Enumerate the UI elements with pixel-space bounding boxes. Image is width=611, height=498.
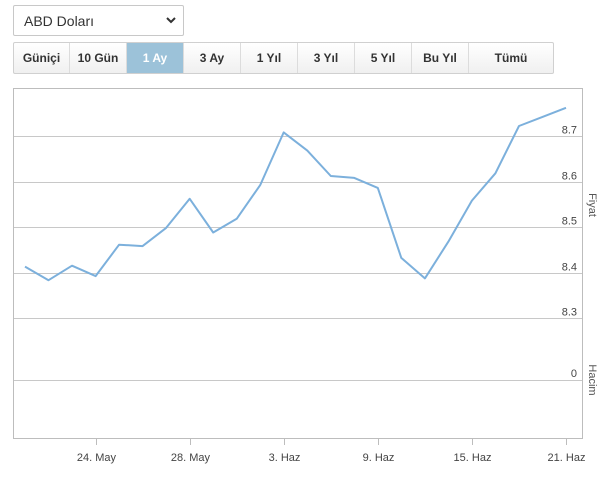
price-point — [70, 264, 74, 268]
price-point — [211, 231, 215, 235]
x-tick-label: 24. May — [77, 452, 117, 464]
price-point — [94, 274, 98, 278]
price-point — [258, 183, 262, 187]
price-point — [188, 197, 192, 201]
x-tick-label: 21. Haz — [548, 452, 586, 464]
x-axis-ticks: 24. May 28. May 3. Haz 9. Haz 15. Haz 21. Haz — [77, 439, 586, 464]
x-tick-label: 28. May — [171, 452, 211, 464]
y-tick-label: 8.3 — [562, 307, 577, 319]
tab-1-yil[interactable]: 1 Yıl — [241, 43, 298, 73]
price-series-line — [24, 106, 567, 282]
price-point — [282, 130, 286, 134]
y-axis-title: Fiyat — [586, 193, 598, 217]
price-point — [517, 124, 521, 128]
y-tick-label: 8.6 — [562, 171, 577, 183]
range-tabs: Güniçi 10 Gün 1 Ay 3 Ay 1 Yıl 3 Yıl 5 Yı… — [13, 42, 554, 74]
y-axis-ticks: 8.7 8.6 8.5 8.4 8.3 — [562, 125, 577, 319]
tab-bu-yil[interactable]: Bu Yıl — [412, 43, 469, 73]
price-point — [423, 276, 427, 280]
price-point — [446, 240, 450, 244]
price-point — [23, 265, 27, 269]
y-tick-label: 8.5 — [562, 216, 577, 228]
price-point — [564, 106, 568, 110]
price-point — [117, 243, 121, 247]
price-point — [493, 171, 497, 175]
volume-tick-label: 0 — [571, 368, 577, 380]
price-point — [541, 115, 545, 119]
tab-3-yil[interactable]: 3 Yıl — [298, 43, 355, 73]
currency-select-value: ABD Doları — [24, 13, 95, 29]
price-point — [164, 226, 168, 230]
price-point — [235, 217, 239, 221]
volume-axis-title: Hacim — [586, 364, 598, 395]
price-point — [352, 176, 356, 180]
price-point — [305, 149, 309, 153]
chevron-down-icon — [166, 17, 176, 24]
plot-frame — [13, 88, 583, 439]
x-tick-label: 3. Haz — [269, 452, 301, 464]
price-point — [141, 244, 145, 248]
tab-10-gun[interactable]: 10 Gün — [70, 43, 127, 73]
y-tick-label: 8.4 — [562, 262, 577, 274]
tab-3-ay[interactable]: 3 Ay — [184, 43, 241, 73]
y-tick-label: 8.7 — [562, 125, 577, 137]
price-point — [376, 186, 380, 190]
currency-select[interactable]: ABD Doları — [13, 5, 184, 36]
price-point — [399, 256, 403, 260]
tab-5-yil[interactable]: 5 Yıl — [355, 43, 412, 73]
tab-1-ay[interactable]: 1 Ay — [127, 43, 184, 73]
grid-lines — [14, 136, 582, 319]
x-tick-label: 9. Haz — [363, 452, 395, 464]
price-point — [47, 278, 51, 282]
price-point — [329, 174, 333, 178]
price-point — [470, 199, 474, 203]
x-tick-label: 15. Haz — [454, 452, 492, 464]
tab-gunici[interactable]: Güniçi — [14, 43, 70, 73]
tab-tumu[interactable]: Tümü — [494, 51, 528, 65]
